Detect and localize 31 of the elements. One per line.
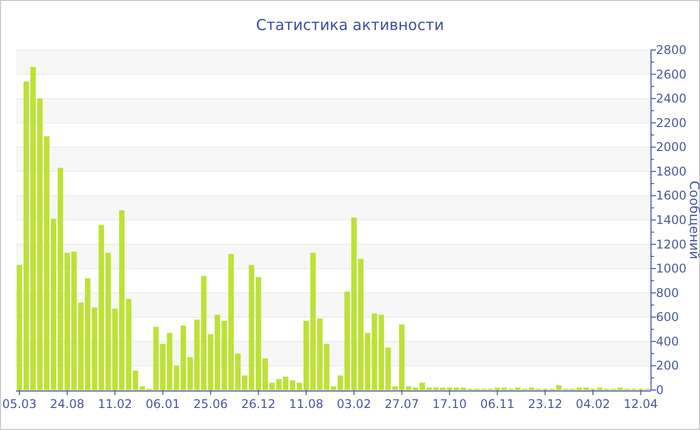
y-tick-label: 1200 <box>656 237 687 252</box>
x-tick-label: 11.08 <box>289 397 324 411</box>
x-tick-label: 06.11 <box>480 397 515 411</box>
y-tick-label: 0 <box>656 383 664 397</box>
y-tick-label: 2200 <box>656 116 687 130</box>
y-tick-label: 800 <box>656 286 679 300</box>
y-tick-label: 1400 <box>656 213 687 227</box>
x-tick-label: 17.10 <box>432 397 467 411</box>
x-tick-label: 26.12 <box>241 397 276 411</box>
y-tick-label: 600 <box>656 310 679 324</box>
y-axis-title: Сообщений <box>686 180 700 260</box>
y-tick-label: 2400 <box>656 92 687 106</box>
x-tick-label: 23.12 <box>528 397 562 411</box>
x-tick-label: 04.02 <box>576 397 610 411</box>
y-tick-label: 400 <box>656 334 679 348</box>
y-tick-label: 1000 <box>656 262 687 276</box>
chart-title: Статистика активности <box>256 16 444 34</box>
x-tick-label: 27.07 <box>384 397 419 411</box>
x-tick-label: 05.03 <box>2 397 37 411</box>
x-tick-label: 11.02 <box>98 397 132 411</box>
y-tick-label: 1600 <box>656 188 687 203</box>
x-tick-label: 06.01 <box>146 397 180 411</box>
x-tick-label: 03.02 <box>336 397 372 411</box>
y-tick-label: 1800 <box>656 164 687 178</box>
x-tick-label: 25.06 <box>193 397 228 411</box>
y-tick-label: 200 <box>656 358 679 373</box>
x-tick-label: 12.04 <box>624 397 658 411</box>
x-tick-label: 24.08 <box>50 397 84 411</box>
y-tick-label: 2800 <box>656 43 687 57</box>
y-tick-label: 2600 <box>656 67 687 82</box>
y-tick-label: 2000 <box>656 140 687 154</box>
